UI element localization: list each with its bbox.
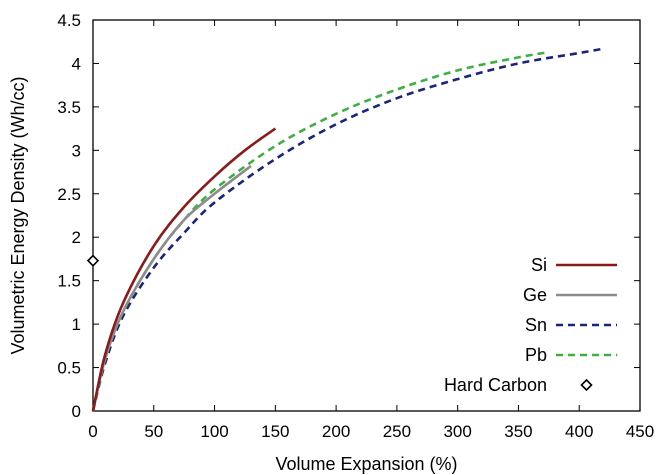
- x-tick-label: 200: [322, 422, 350, 441]
- plot-frame: [92, 19, 641, 412]
- y-tick-label: 3.5: [57, 98, 81, 117]
- x-tick-label: 450: [626, 422, 654, 441]
- x-tick-label: 150: [261, 422, 289, 441]
- y-tick-label: 2.5: [57, 185, 81, 204]
- y-tick-label: 0.5: [57, 359, 81, 378]
- axes: [92, 19, 641, 412]
- y-tick-label: 0: [72, 402, 81, 421]
- x-axis-title: Volume Expansion (%): [275, 454, 457, 474]
- y-tick-label: 1: [72, 315, 81, 334]
- legend-label-sn: Sn: [525, 315, 547, 335]
- y-tick-label: 4.5: [57, 11, 81, 30]
- series-line-si: [91, 127, 277, 412]
- legend-label-hard-carbon: Hard Carbon: [444, 375, 547, 395]
- x-tick-label: 300: [443, 422, 471, 441]
- y-tick-label: 4: [72, 54, 81, 73]
- legend-swatch-hard-carbon: [580, 378, 593, 392]
- legend: Si Ge Sn Pb Hard Carbon: [444, 255, 617, 395]
- series-lines: [86, 47, 604, 412]
- x-tick-label: 250: [383, 422, 411, 441]
- hard-carbon-point: [86, 254, 100, 267]
- x-tick-label: 50: [144, 422, 163, 441]
- series-line-sn: [91, 47, 604, 412]
- x-tick-label: 0: [88, 422, 97, 441]
- series-line-ge: [91, 164, 252, 412]
- x-tick-label: 350: [504, 422, 532, 441]
- legend-label-si: Si: [531, 255, 547, 275]
- y-tick-label: 2: [72, 228, 81, 247]
- y-axis-title: Volumetric Energy Density (Wh/cc): [8, 76, 28, 354]
- legend-label-ge: Ge: [523, 285, 547, 305]
- y-tick-label: 3: [72, 141, 81, 160]
- legend-label-pb: Pb: [525, 345, 547, 365]
- ticks: 0 50 100 150 200 250 300 350 400 450 0 0.5 1 1.5 2 2.5 3…: [57, 11, 654, 441]
- y-tick-label: 1.5: [57, 272, 81, 291]
- x-tick-label: 400: [565, 422, 593, 441]
- series-line-pb: [91, 50, 550, 412]
- x-tick-label: 100: [200, 422, 228, 441]
